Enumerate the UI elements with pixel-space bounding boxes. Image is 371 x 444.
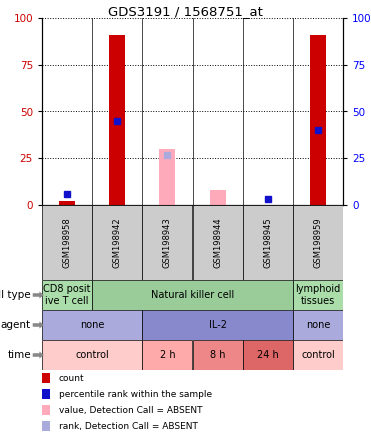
Text: count: count: [59, 373, 84, 382]
Text: value, Detection Call = ABSENT: value, Detection Call = ABSENT: [59, 405, 202, 415]
Text: GSM198958: GSM198958: [63, 217, 72, 268]
Text: 2 h: 2 h: [160, 350, 175, 360]
Text: 8 h: 8 h: [210, 350, 225, 360]
Text: lymphoid
tissues: lymphoid tissues: [295, 284, 341, 306]
Text: percentile rank within the sample: percentile rank within the sample: [59, 389, 212, 399]
Text: none: none: [306, 320, 330, 330]
Bar: [42, 340, 142, 370]
Bar: [210, 190, 226, 205]
Text: control: control: [75, 350, 109, 360]
Text: 24 h: 24 h: [257, 350, 279, 360]
Text: GSM198943: GSM198943: [163, 217, 172, 268]
Bar: [160, 149, 175, 205]
Text: none: none: [80, 320, 104, 330]
Text: Natural killer cell: Natural killer cell: [151, 290, 234, 300]
Bar: [42, 205, 92, 280]
Bar: [92, 280, 293, 310]
Text: agent: agent: [1, 320, 31, 330]
Bar: [193, 340, 243, 370]
Bar: [310, 35, 326, 205]
Text: GSM198944: GSM198944: [213, 217, 222, 268]
Bar: [142, 310, 293, 340]
Bar: [92, 205, 142, 280]
Bar: [109, 35, 125, 205]
Bar: [243, 340, 293, 370]
Bar: [243, 205, 293, 280]
Bar: [293, 205, 343, 280]
Text: CD8 posit
ive T cell: CD8 posit ive T cell: [43, 284, 91, 306]
Bar: [193, 205, 243, 280]
Text: control: control: [301, 350, 335, 360]
Bar: [293, 280, 343, 310]
Bar: [42, 310, 142, 340]
Bar: [59, 201, 75, 205]
Text: GSM198942: GSM198942: [113, 217, 122, 268]
Text: GDS3191 / 1568751_at: GDS3191 / 1568751_at: [108, 5, 263, 18]
Text: GSM198945: GSM198945: [263, 217, 272, 268]
Text: cell type: cell type: [0, 290, 31, 300]
Bar: [293, 310, 343, 340]
Text: GSM198959: GSM198959: [313, 217, 322, 268]
Text: time: time: [7, 350, 31, 360]
Bar: [142, 205, 193, 280]
Text: IL-2: IL-2: [209, 320, 227, 330]
Bar: [293, 340, 343, 370]
Bar: [142, 340, 193, 370]
Text: rank, Detection Call = ABSENT: rank, Detection Call = ABSENT: [59, 421, 198, 431]
Bar: [42, 280, 92, 310]
